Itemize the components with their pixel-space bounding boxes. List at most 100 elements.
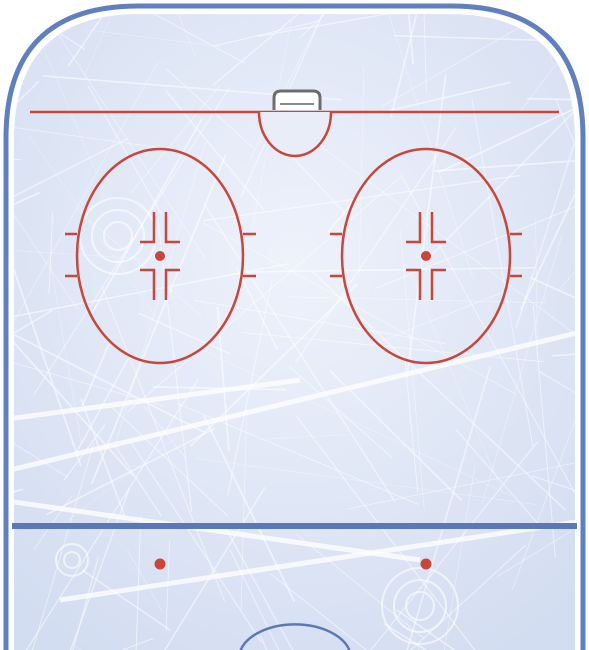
ice-scratch	[400, 229, 425, 511]
ice-scratch	[370, 291, 505, 346]
faceoff-circle	[340, 147, 512, 365]
ice-scratch	[110, 406, 228, 517]
ice-scratch	[383, 622, 575, 650]
ice-scratch	[539, 371, 575, 430]
center-circle	[239, 623, 351, 650]
ice-scratch	[295, 532, 425, 640]
ice-scratch	[23, 555, 100, 650]
goal-net	[272, 89, 322, 110]
ice-scratch	[17, 378, 199, 650]
faceoff-circle	[75, 147, 245, 365]
ice-scratch	[391, 0, 509, 4]
right-neutral-dot	[420, 558, 432, 570]
ice-scratch	[288, 365, 393, 459]
left-neutral-dot	[154, 558, 166, 570]
ice-scratch	[358, 65, 365, 278]
ice-scratch	[295, 126, 457, 363]
ice-streak	[14, 377, 301, 423]
faceoff-dot	[155, 251, 165, 261]
ice-scratch	[14, 443, 95, 650]
ice-scratch	[130, 441, 262, 643]
ice-scratch	[101, 286, 225, 602]
left-zone-faceoff	[65, 147, 256, 365]
ice-scratch	[381, 14, 575, 108]
ice-scratch	[496, 530, 572, 577]
ice-scratch	[471, 99, 534, 448]
ice-scratch	[405, 262, 504, 494]
ice-scratch	[212, 20, 321, 47]
ice-scratch	[438, 59, 575, 174]
ice-streak	[14, 497, 421, 563]
ice-scratch	[14, 14, 246, 64]
ice-scratch	[14, 282, 69, 478]
ice-scratch	[403, 354, 419, 493]
ice-scratch	[14, 346, 165, 407]
ice-scratch	[127, 549, 163, 613]
ice-scratch	[511, 302, 575, 590]
ice-scratch	[85, 29, 221, 47]
ice-scratch	[329, 370, 463, 502]
ice-scratch	[150, 14, 197, 57]
ice-scratch	[295, 414, 510, 650]
ice-scratch	[236, 267, 278, 350]
faceoff-hash-marks	[406, 212, 446, 300]
ice-scratch	[14, 14, 86, 50]
ice-scratch	[138, 312, 231, 355]
ice-scratch	[81, 343, 110, 406]
ice-scratch	[76, 208, 202, 317]
ice-scratch	[258, 434, 349, 440]
faceoff-dot	[421, 251, 431, 261]
ice-scratch	[203, 174, 521, 222]
ice-scratch	[257, 14, 493, 37]
right-zone-faceoff	[330, 147, 522, 365]
ice-swirls	[55, 197, 459, 645]
ice-scratch	[519, 89, 575, 311]
ice-scratch	[82, 569, 171, 631]
ice-scratch	[115, 141, 206, 442]
ice-scratch	[393, 34, 575, 45]
ice-scratch	[270, 573, 442, 650]
ice-scratch	[277, 0, 358, 4]
rink-boards-inner	[9, 9, 580, 650]
ice-scratch	[14, 309, 53, 343]
ice-scratch	[423, 14, 427, 94]
ice-streak	[59, 517, 575, 603]
ice-scratch	[481, 234, 563, 505]
blue-line	[12, 523, 577, 529]
ice-scratch	[203, 415, 296, 602]
ice-scratch	[535, 219, 538, 358]
ice-scratch	[379, 14, 473, 277]
ice-scratch	[212, 14, 305, 86]
ice-scratch	[14, 116, 177, 151]
ice-scratch	[240, 331, 544, 363]
ice-scratch	[67, 14, 249, 67]
ice-scratch	[14, 121, 78, 310]
ice-scratch	[532, 305, 556, 558]
ice-scratch	[114, 445, 162, 517]
ice-scratch	[563, 0, 589, 8]
ice-scratch	[203, 202, 396, 503]
ice-scratch	[202, 222, 516, 395]
ice-scratch	[36, 31, 98, 177]
ice-scratch	[240, 408, 248, 611]
ice-scratch	[351, 441, 538, 650]
ice-scratch	[431, 46, 575, 256]
ice-scratch	[222, 522, 375, 650]
ice-scratch	[229, 549, 305, 650]
ice-scratch	[91, 117, 203, 315]
ice-scratch	[90, 154, 227, 485]
ice-scratch	[529, 276, 575, 317]
ice-scratch	[585, 385, 589, 615]
ice-scratch	[14, 336, 135, 477]
ice-scratch	[14, 487, 130, 650]
ice-scratch	[289, 154, 352, 220]
ice-scratch	[346, 440, 575, 510]
ice-scratch	[555, 98, 575, 305]
ice-scratch	[14, 247, 141, 259]
ice-scratch	[378, 81, 511, 114]
ice-scratch	[308, 136, 575, 339]
ice-scratch	[390, 14, 462, 118]
ice-scratch	[127, 174, 404, 413]
ice-scratch	[87, 85, 163, 215]
